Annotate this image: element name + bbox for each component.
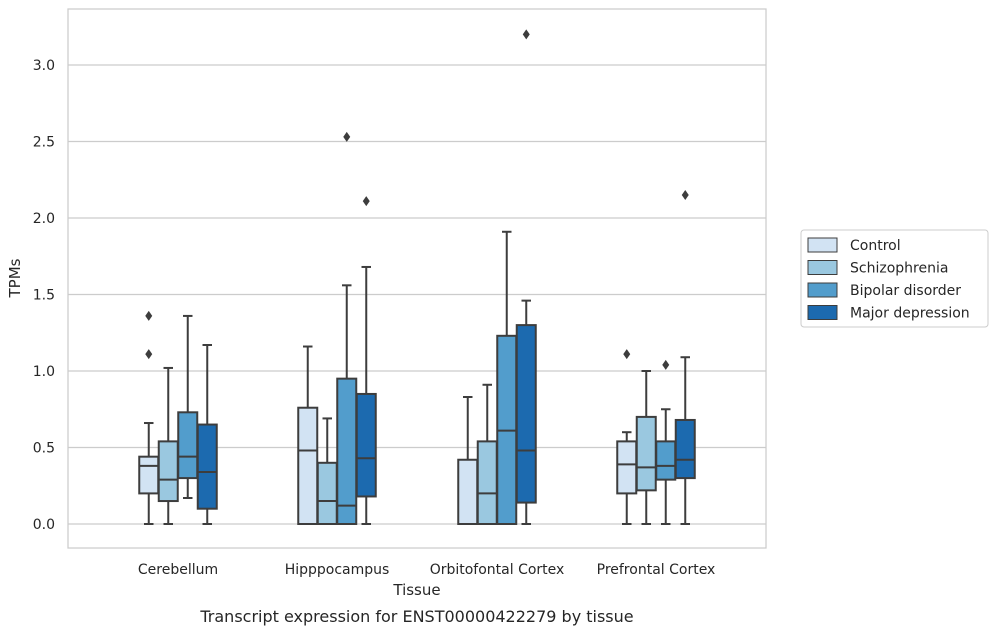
box-major-depression [515,29,537,525]
y-axis-ticks: 0.0 0.5 1.0 1.5 2.0 2.5 3.0 [33,58,55,533]
box-schizophrenia [157,366,179,525]
box-body [355,392,377,498]
legend-swatch [807,305,838,320]
outlier-point [623,349,631,360]
legend-label: Major depression [850,306,970,322]
box-control [457,396,479,525]
box-control [616,349,638,525]
box-body [196,423,218,510]
box-schizophrenia [316,417,338,525]
legend-frame [800,229,989,328]
box-bipolar-disorder [336,131,358,525]
x-tick-label: Prefrontal Cortex [597,562,716,578]
y-tick-label: 1.0 [33,364,55,380]
outlier-point [522,29,530,40]
x-axis-label: Tissue [392,581,440,599]
box-body [138,455,160,495]
box-bipolar-disorder [655,359,677,525]
outlier-point [681,190,689,201]
legend-label: Control [850,238,901,254]
box-body [157,440,179,503]
box-control [297,345,319,525]
box-body [336,377,358,525]
box-bipolar-disorder [496,230,518,525]
box-major-depression [674,190,696,525]
x-tick-label: Hipppocampus [285,562,390,578]
box-body [635,415,657,492]
y-tick-label: 3.0 [33,58,55,74]
box-body [674,418,696,480]
box-body [476,440,498,526]
box-control [138,310,160,525]
box-body [297,406,319,525]
box-body [177,411,199,480]
box-schizophrenia [476,383,498,526]
outlier-point [662,359,670,370]
box-groups [138,29,696,526]
outlier-point [343,131,351,142]
box-body [316,461,338,525]
y-tick-label: 0.0 [33,517,55,533]
legend-label: Bipolar disorder [850,283,961,299]
plot-frame [67,8,767,549]
y-axis-label: TPMs [6,258,24,298]
y-tick-label: 2.0 [33,211,55,227]
box-schizophrenia [635,370,657,525]
box-body [616,440,638,495]
x-axis-ticks: Cerebellum Hipppocampus Orbitofontal Corte… [138,562,715,578]
legend-swatch [807,260,838,275]
legend: Control Schizophrenia Bipolar disorder Majo… [800,229,989,328]
legend-swatch [807,282,838,298]
box-body [655,440,677,481]
legend-swatch [807,237,838,253]
y-tick-label: 2.5 [33,135,55,151]
outlier-point [145,349,153,360]
box-body [457,458,479,525]
y-tick-label: 0.5 [33,441,55,457]
outlier-point [145,310,153,321]
box-major-depression [355,196,377,525]
box-major-depression [196,343,218,525]
x-tick-label: Cerebellum [138,562,218,578]
box-bipolar-disorder [177,314,199,499]
box-body [515,324,537,504]
outlier-point [362,196,370,207]
x-tick-label: Orbitofontal Cortex [430,562,565,578]
legend-label: Schizophrenia [850,261,948,277]
chart-caption: Transcript expression for ENST0000042227… [199,607,633,626]
y-tick-label: 1.5 [33,288,55,304]
